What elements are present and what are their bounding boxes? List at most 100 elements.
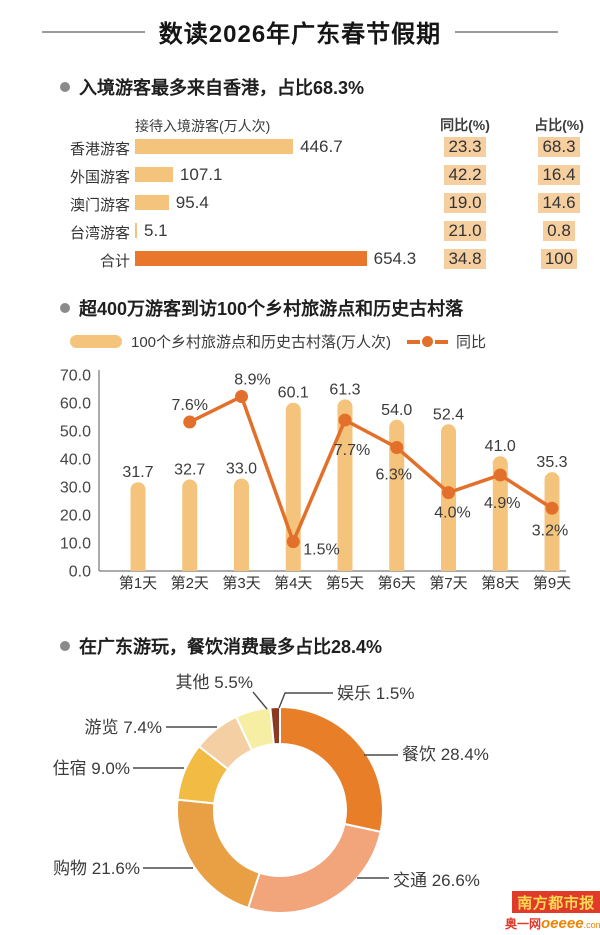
section-title-spending: 在广东游玩，餐饮消费最多占比28.4%: [79, 637, 383, 657]
legend-line-label: 同比: [456, 334, 487, 351]
inbound-bar-value: 107.1: [179, 165, 223, 184]
yoy-value: 34.8: [444, 249, 486, 269]
village-chart-legend: 100个乡村旅游点和历史古村落(万人次) 同比: [70, 331, 486, 352]
donut-slice-1: [279, 705, 384, 834]
bullet-icon: [60, 641, 70, 651]
village-bar-day5: [337, 399, 353, 571]
inbound-bar: [135, 139, 294, 154]
bar-value-label: 33.0: [226, 461, 257, 478]
y-tick-label: 10.0: [60, 536, 91, 553]
bar-value-label: 60.1: [278, 385, 309, 402]
yoy-dot: [493, 468, 507, 482]
inbound-row-1: 香港游客 446.7 23.3 68.3: [0, 133, 600, 161]
donut-slice-3: [176, 798, 261, 910]
yoy-value-label: 7.7%: [334, 442, 370, 459]
share-value: 0.8: [543, 221, 575, 241]
inbound-share-cell: 16.4: [520, 165, 598, 185]
y-tick-label: 20.0: [60, 508, 91, 525]
share-value: 14.6: [538, 193, 580, 213]
inbound-bar-value: 446.7: [300, 137, 343, 156]
donut-label-4: 住宿 9.0%: [53, 759, 130, 778]
yoy-dot: [545, 501, 559, 515]
y-tick-label: 60.0: [60, 396, 91, 413]
yoy-value-label: 6.3%: [376, 467, 412, 484]
inbound-row-label: 合计: [99, 253, 130, 270]
village-bar-line-chart: 0.0 10.0 20.0 30.0 40.0 50.0 60.0 70.0 31.7 第1天 32…: [60, 368, 571, 593]
inbound-row-label: 澳门游客: [69, 197, 130, 214]
y-tick-label: 0.0: [69, 564, 91, 581]
inbound-row-2: 外国游客 107.1 42.2 16.4: [0, 161, 600, 189]
donut-label-1: 餐饮 28.4%: [402, 745, 489, 764]
donut-label-7: 娱乐 1.5%: [337, 684, 414, 703]
x-tick-label: 第4天: [274, 574, 312, 592]
yoy-line: [188, 394, 553, 544]
inbound-axis-label: 接待入境游客(万人次): [135, 118, 271, 134]
donut-label-5: 游览 7.4%: [85, 718, 162, 737]
inbound-bar-value: 95.4: [175, 193, 209, 212]
yoy-value-label: 4.9%: [484, 495, 520, 512]
share-value: 16.4: [538, 165, 580, 185]
bar-value-label: 54.0: [381, 402, 412, 419]
yoy-value: 21.0: [444, 221, 486, 241]
yoy-dot: [235, 390, 248, 404]
inbound-yoy-cell: 42.2: [428, 165, 502, 185]
bar-value-label: 32.7: [174, 461, 205, 478]
inbound-row-label: 香港游客: [69, 141, 130, 158]
yoy-dot: [442, 486, 455, 500]
bullet-icon: [60, 82, 70, 92]
publisher-branding: 南方都市报 奥一网oeeee.com: [505, 891, 600, 933]
inbound-bar: [135, 251, 367, 266]
legend-line-icon: [407, 336, 449, 347]
yoy-dot: [338, 413, 352, 427]
donut-label-6: 其他 5.5%: [176, 673, 253, 692]
inbound-row-3: 澳门游客 95.4 19.0 14.6: [0, 189, 600, 217]
yoy-value-label: 4.0%: [434, 505, 470, 522]
inbound-bar-value: 654.3: [373, 249, 417, 268]
inbound-row-label: 外国游客: [69, 169, 130, 186]
inbound-share-cell: 100: [520, 249, 598, 269]
bar-value-label: 31.7: [122, 464, 153, 481]
section-header-spending: 在广东游玩，餐饮消费最多占比28.4%: [60, 633, 382, 659]
inbound-share-cell: 68.3: [520, 137, 598, 157]
inbound-yoy-cell: 34.8: [428, 249, 502, 269]
bar-value-label: 35.3: [536, 454, 567, 471]
y-tick-label: 30.0: [60, 480, 91, 497]
village-bar-day2: [182, 479, 198, 571]
section-header-villages: 超400万游客到访100个乡村旅游点和历史古村落: [60, 295, 463, 321]
bar-value-label: 41.0: [485, 438, 516, 455]
section-title-inbound: 入境游客最多来自香港，占比68.3%: [79, 78, 365, 98]
inbound-row-4: 台湾游客 5.1 21.0 0.8: [0, 217, 600, 245]
column-header-yoy: 同比(%): [440, 117, 490, 133]
y-tick-label: 50.0: [60, 424, 91, 441]
donut-slice-2: [246, 822, 382, 915]
bar-value-label: 52.4: [433, 406, 464, 423]
legend-bar-swatch: [70, 335, 122, 348]
x-tick-label: 第1天: [119, 574, 157, 592]
inbound-yoy-cell: 23.3: [428, 137, 502, 157]
page-header: 数读2026年广东春节假期: [0, 14, 600, 49]
yoy-dot: [183, 415, 197, 429]
yoy-dot: [390, 441, 404, 455]
donut-label-2: 交通 26.6%: [393, 871, 480, 890]
yoy-value-label: 3.2%: [532, 522, 568, 539]
donut-slice-7: [269, 705, 281, 746]
website-logo: 奥一网oeeee.com: [505, 915, 600, 932]
inbound-bar: [135, 195, 169, 210]
x-tick-label: 第9天: [533, 574, 571, 592]
inbound-yoy-cell: 21.0: [428, 221, 502, 241]
page-title: 数读2026年广东春节假期: [158, 21, 442, 48]
village-bar-day3: [234, 478, 249, 571]
y-tick-label: 70.0: [60, 368, 91, 385]
y-tick-label: 40.0: [60, 452, 91, 469]
donut-label-3: 购物 21.6%: [53, 859, 140, 878]
section-header-inbound: 入境游客最多来自香港，占比68.3%: [60, 74, 364, 100]
yoy-dot: [286, 535, 300, 549]
x-tick-label: 第7天: [429, 574, 467, 592]
inbound-share-cell: 0.8: [520, 221, 598, 241]
donut-leader-line: [252, 691, 268, 710]
share-value: 100: [540, 249, 578, 269]
village-bar-day1: [130, 482, 146, 571]
bullet-icon: [60, 303, 70, 313]
x-tick-label: 第8天: [481, 574, 519, 592]
